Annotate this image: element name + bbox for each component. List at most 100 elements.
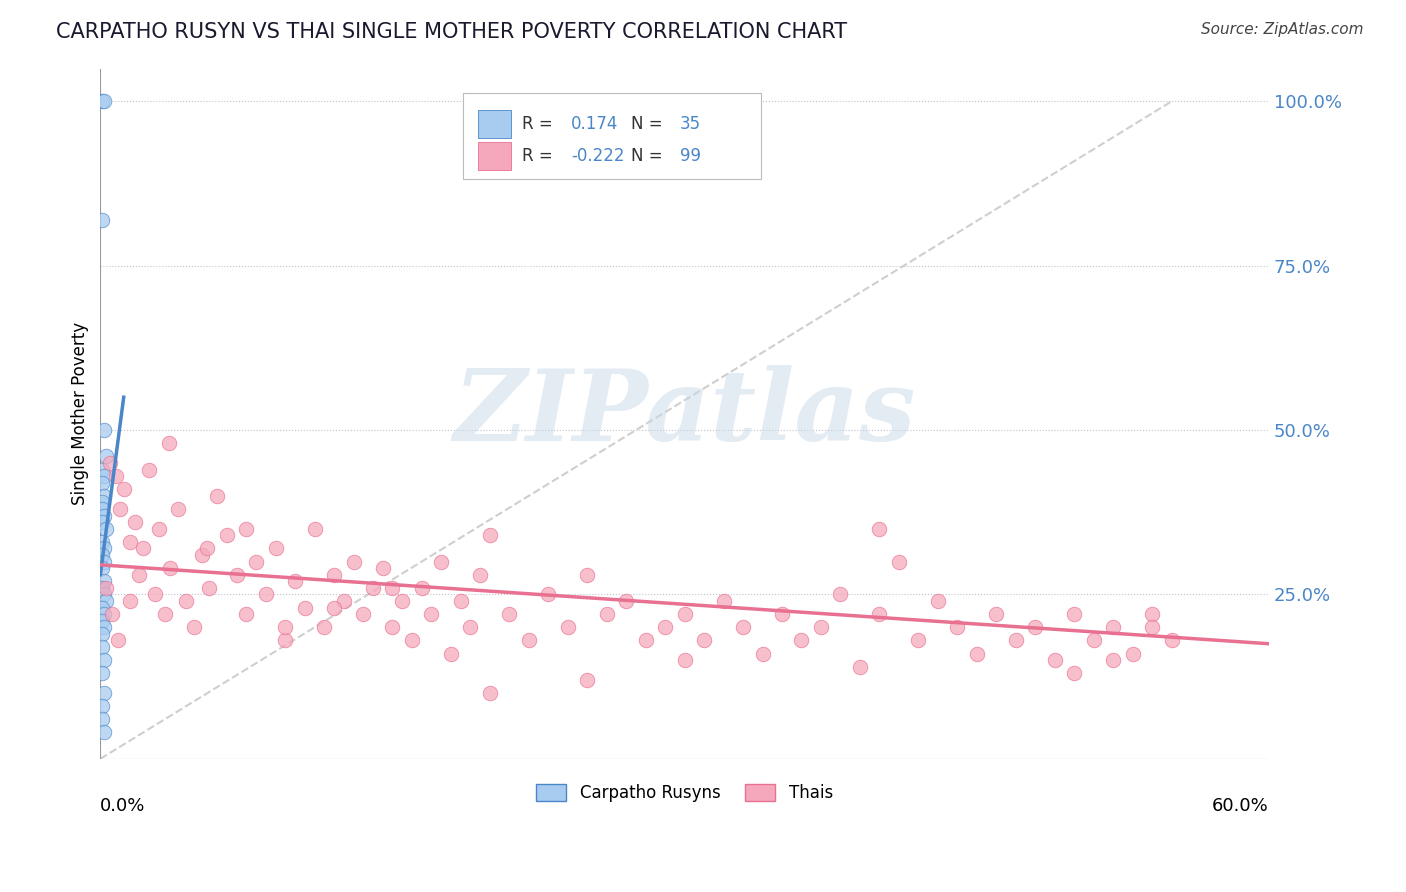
Point [342, 555, 364, 569]
Point [91, 600, 114, 615]
Point [128, 567, 150, 582]
Point [254, 587, 277, 601]
Point [96, 594, 118, 608]
Point [284, 574, 307, 589]
Point [440, 647, 463, 661]
Point [91, 534, 114, 549]
Point [91, 699, 114, 714]
Point [215, 528, 238, 542]
Point [96, 522, 118, 536]
FancyBboxPatch shape [478, 143, 510, 170]
Point [91, 515, 114, 529]
Point [1063, 607, 1085, 622]
Point [450, 594, 472, 608]
Text: -0.222: -0.222 [571, 147, 624, 165]
Point [411, 581, 433, 595]
Point [907, 633, 929, 648]
Point [966, 647, 988, 661]
Point [352, 607, 374, 622]
Point [93, 620, 115, 634]
Point [91, 502, 114, 516]
Point [118, 534, 141, 549]
Point [1102, 653, 1125, 667]
Point [138, 462, 160, 476]
Point [1043, 653, 1066, 667]
Point [371, 561, 394, 575]
Point [93, 489, 115, 503]
Point [478, 686, 501, 700]
Point [557, 620, 579, 634]
Point [430, 555, 453, 569]
Point [596, 607, 619, 622]
Point [946, 620, 969, 634]
FancyBboxPatch shape [478, 110, 510, 137]
Point [205, 489, 228, 503]
Point [361, 581, 384, 595]
Point [391, 594, 413, 608]
Point [132, 541, 155, 556]
Point [91, 627, 114, 641]
Point [986, 607, 1008, 622]
Text: R =: R = [522, 115, 558, 133]
Point [93, 574, 115, 589]
Point [91, 581, 114, 595]
Point [174, 594, 197, 608]
Text: 0.0%: 0.0% [100, 797, 146, 814]
Point [107, 633, 129, 648]
Point [576, 567, 599, 582]
Text: ZIPatlas: ZIPatlas [454, 366, 915, 462]
Point [143, 587, 166, 601]
Point [91, 212, 114, 227]
Text: CARPATHO RUSYN VS THAI SINGLE MOTHER POVERTY CORRELATION CHART: CARPATHO RUSYN VS THAI SINGLE MOTHER POV… [56, 22, 848, 42]
Point [91, 640, 114, 654]
Point [673, 653, 696, 667]
Point [91, 666, 114, 681]
Point [323, 600, 346, 615]
Point [112, 482, 135, 496]
Text: 35: 35 [681, 115, 702, 133]
Point [96, 450, 118, 464]
Text: R =: R = [522, 147, 558, 165]
Point [124, 515, 146, 529]
Point [401, 633, 423, 648]
Text: 99: 99 [681, 147, 702, 165]
Point [96, 581, 118, 595]
Point [101, 607, 124, 622]
Point [91, 495, 114, 509]
Point [478, 528, 501, 542]
Point [1024, 620, 1046, 634]
Point [93, 423, 115, 437]
Point [868, 522, 890, 536]
Point [1083, 633, 1105, 648]
FancyBboxPatch shape [463, 93, 761, 179]
Point [654, 620, 676, 634]
Point [830, 587, 852, 601]
Point [1102, 620, 1125, 634]
Point [1160, 633, 1182, 648]
Point [713, 594, 735, 608]
Point [264, 541, 287, 556]
Point [108, 502, 131, 516]
Point [198, 581, 221, 595]
Y-axis label: Single Mother Poverty: Single Mother Poverty [72, 322, 89, 505]
Point [314, 620, 336, 634]
Point [91, 462, 114, 476]
Point [634, 633, 657, 648]
Text: Source: ZipAtlas.com: Source: ZipAtlas.com [1201, 22, 1364, 37]
Point [1122, 647, 1144, 661]
Point [790, 633, 813, 648]
Point [731, 620, 754, 634]
Point [673, 607, 696, 622]
Point [93, 508, 115, 523]
Point [91, 475, 114, 490]
Point [887, 555, 910, 569]
Point [498, 607, 520, 622]
Point [576, 673, 599, 687]
Point [381, 620, 404, 634]
Point [91, 548, 114, 562]
Point [614, 594, 637, 608]
Point [93, 469, 115, 483]
Point [1140, 607, 1163, 622]
Point [93, 541, 115, 556]
Point [91, 614, 114, 628]
